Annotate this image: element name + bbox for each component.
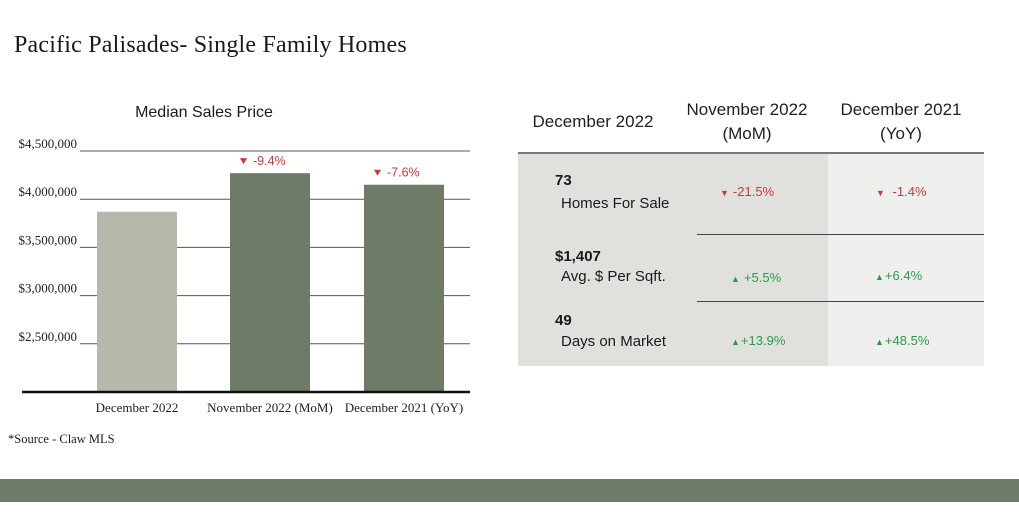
table-column-bg-mom [697, 152, 828, 366]
x-category-label: December 2021 (YoY) [345, 400, 464, 415]
change-value: +6.4% [884, 268, 923, 283]
table-header-line: December 2021 [840, 100, 962, 119]
mom-change-days-on-market: ▲+13.9% [731, 333, 785, 348]
down-triangle-icon [240, 158, 247, 165]
table-header-current: December 2022 [518, 110, 668, 134]
mom-change-homes-for-sale: ▼ -21.5% [720, 184, 774, 199]
up-triangle-icon: ▲ [875, 336, 884, 347]
median-price-chart: $4,500,000 $4,000,000 $3,500,000 $3,000,000… [19, 136, 470, 415]
up-triangle-icon: ▲ [731, 336, 740, 347]
metric-value-avg-per-sqft: $1,407 [555, 248, 601, 265]
metric-label-days-on-market: Days on Market [561, 333, 667, 350]
chart-title: Median Sales Price [135, 104, 273, 121]
change-value: +13.9% [740, 333, 786, 348]
x-category-label: December 2022 [96, 400, 179, 415]
source-note: *Source - Claw MLS [8, 432, 115, 446]
yoy-change-days-on-market: ▲+48.5% [875, 333, 929, 348]
y-tick-label: $3,000,000 [19, 281, 78, 296]
bar-data-label: -9.4% [240, 154, 286, 168]
row-separator [697, 234, 984, 235]
y-tick-label: $2,500,000 [19, 329, 78, 344]
up-triangle-icon: ▲ [875, 271, 884, 282]
table-header-yoy: December 2021 (YoY) [826, 98, 976, 146]
x-category-label: November 2022 (MoM) [207, 400, 333, 415]
change-value: -1.4% [892, 184, 927, 199]
change-value: -21.5% [732, 184, 775, 199]
table-header-line: (MoM) [722, 124, 772, 143]
metric-value-homes-for-sale: 73 [555, 172, 572, 189]
yoy-change-homes-for-sale: ▼ -1.4% [876, 184, 927, 199]
y-tick-label: $3,500,000 [19, 232, 78, 247]
down-triangle-icon: ▼ [720, 187, 729, 198]
page-title: Pacific Palisades- Single Family Homes [14, 32, 407, 58]
bar [230, 173, 310, 392]
down-triangle-icon [374, 169, 381, 176]
table-top-rule [518, 152, 984, 154]
y-tick-label: $4,000,000 [19, 184, 78, 199]
bar [97, 211, 177, 392]
table-header-line: (YoY) [880, 124, 922, 143]
table-header-line: December 2022 [532, 112, 654, 131]
metric-label-avg-per-sqft: Avg. $ Per Sqft. [561, 268, 666, 285]
row-separator [697, 301, 984, 302]
table-column-bg-yoy [828, 152, 984, 366]
change-value: +5.5% [743, 270, 782, 285]
y-tick-label: $4,500,000 [19, 136, 78, 151]
table-header-line: November 2022 [686, 100, 808, 119]
bar [364, 184, 444, 392]
bar-value-label: -7.6% [387, 166, 420, 180]
down-triangle-icon: ▼ [876, 187, 885, 198]
up-triangle-icon: ▲ [731, 273, 740, 284]
mom-change-avg-per-sqft: ▲ +5.5% [731, 270, 781, 285]
change-value: +48.5% [884, 333, 930, 348]
bar-data-label: -7.6% [374, 166, 420, 180]
yoy-change-avg-per-sqft: ▲+6.4% [875, 268, 922, 283]
bar-value-label: -9.4% [253, 154, 286, 168]
table-header-mom: November 2022 (MoM) [672, 98, 822, 146]
table-column-bg-current [518, 152, 697, 366]
metric-value-days-on-market: 49 [555, 312, 572, 329]
footer-band [0, 479, 1019, 502]
metric-label-homes-for-sale: Homes For Sale [561, 195, 670, 212]
